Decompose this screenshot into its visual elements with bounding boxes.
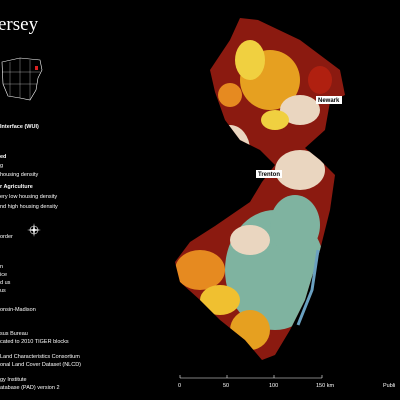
compass [27,223,41,237]
title: ersey [0,14,39,35]
scale-label: 50 [223,383,229,389]
credit: onsin-Madison [0,307,36,313]
source: cated to 2010 TIGER blocks [0,339,69,345]
footer: Publi [383,383,395,389]
legend-item: ery low housing density [0,194,57,200]
legend-item: housing density [0,172,38,178]
source: gy Institute [0,377,27,383]
legend-item: g [0,163,3,169]
us-inset [1,57,43,101]
scale-label: 0 [178,383,181,389]
legend-heading: Interface (WUI) [0,124,39,130]
scale-bar: 0 50 100 150 km [178,375,334,389]
city-label: Newark [318,98,340,104]
credit: n [0,264,3,270]
source: atabase (PAD) version 2 [0,385,60,391]
nj-map [175,18,345,360]
legend-item: nd high housing density [0,204,58,210]
legend-border: order [0,234,13,240]
scale-label: 100 [269,383,278,389]
source: sus Bureau [0,331,28,337]
credit: us [0,288,6,294]
source: Land Characteristics Consortium [0,354,80,360]
credit: d us [0,280,11,286]
city-label: Trenton [258,172,280,178]
city-labels: Newark Trenton [256,96,342,178]
scale-label: 150 km [316,383,334,389]
source: onal Land Cover Dataset (NLCD) [0,362,81,368]
legend-group: r Agriculture [0,184,33,190]
credit: ice [0,272,7,278]
legend-group: ed [0,154,6,160]
